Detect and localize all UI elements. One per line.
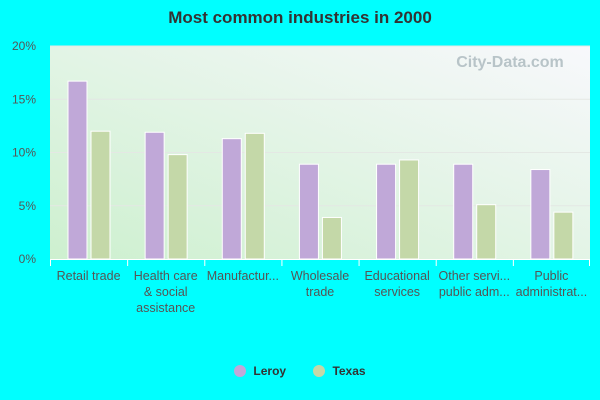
bar-leroy: [530, 169, 551, 260]
y-tick-label: 10%: [12, 146, 36, 160]
legend: Leroy Texas: [0, 364, 600, 380]
x-tick-label: administrat...: [516, 285, 588, 299]
bar-leroy: [221, 138, 242, 260]
x-tick-label: assistance: [136, 301, 195, 315]
bar-leroy: [298, 163, 319, 260]
bar-texas: [167, 154, 188, 260]
bar-texas: [399, 159, 420, 260]
bar-texas: [90, 130, 111, 260]
x-tick-label: Wholesale: [291, 269, 349, 283]
chart-title: Most common industries in 2000: [168, 8, 432, 27]
bar-texas: [476, 204, 497, 260]
x-tick-label: Educational: [364, 269, 429, 283]
legend-label: Leroy: [253, 364, 287, 378]
y-tick-label: 20%: [12, 39, 36, 53]
bar-texas: [553, 211, 574, 260]
x-tick-label: public adm...: [439, 285, 510, 299]
legend-swatch: [234, 365, 247, 377]
bar-leroy: [376, 163, 397, 260]
legend-label: Texas: [332, 364, 366, 378]
x-tick-label: Public: [534, 269, 568, 283]
x-tick-label: Health care: [134, 269, 198, 283]
bar-leroy: [453, 163, 474, 260]
x-tick-label: trade: [306, 285, 335, 299]
legend-item-leroy: Leroy: [234, 364, 286, 378]
y-tick-label: 15%: [12, 92, 36, 106]
x-tick-label: services: [374, 285, 420, 299]
bar-leroy: [144, 131, 165, 260]
x-tick-label: Manufactur...: [207, 269, 279, 283]
bar-texas: [321, 216, 342, 260]
legend-swatch: [313, 365, 326, 377]
x-tick-label: & social: [144, 285, 188, 299]
x-tick-label: Other servi...: [439, 269, 511, 283]
y-tick-label: 5%: [19, 199, 37, 213]
y-tick-label: 0%: [19, 252, 37, 266]
bar-leroy: [67, 80, 88, 260]
watermark: City-Data.com: [456, 54, 564, 71]
legend-item-texas: Texas: [313, 364, 366, 378]
bar-texas: [244, 132, 265, 260]
x-tick-label: Retail trade: [57, 269, 121, 283]
